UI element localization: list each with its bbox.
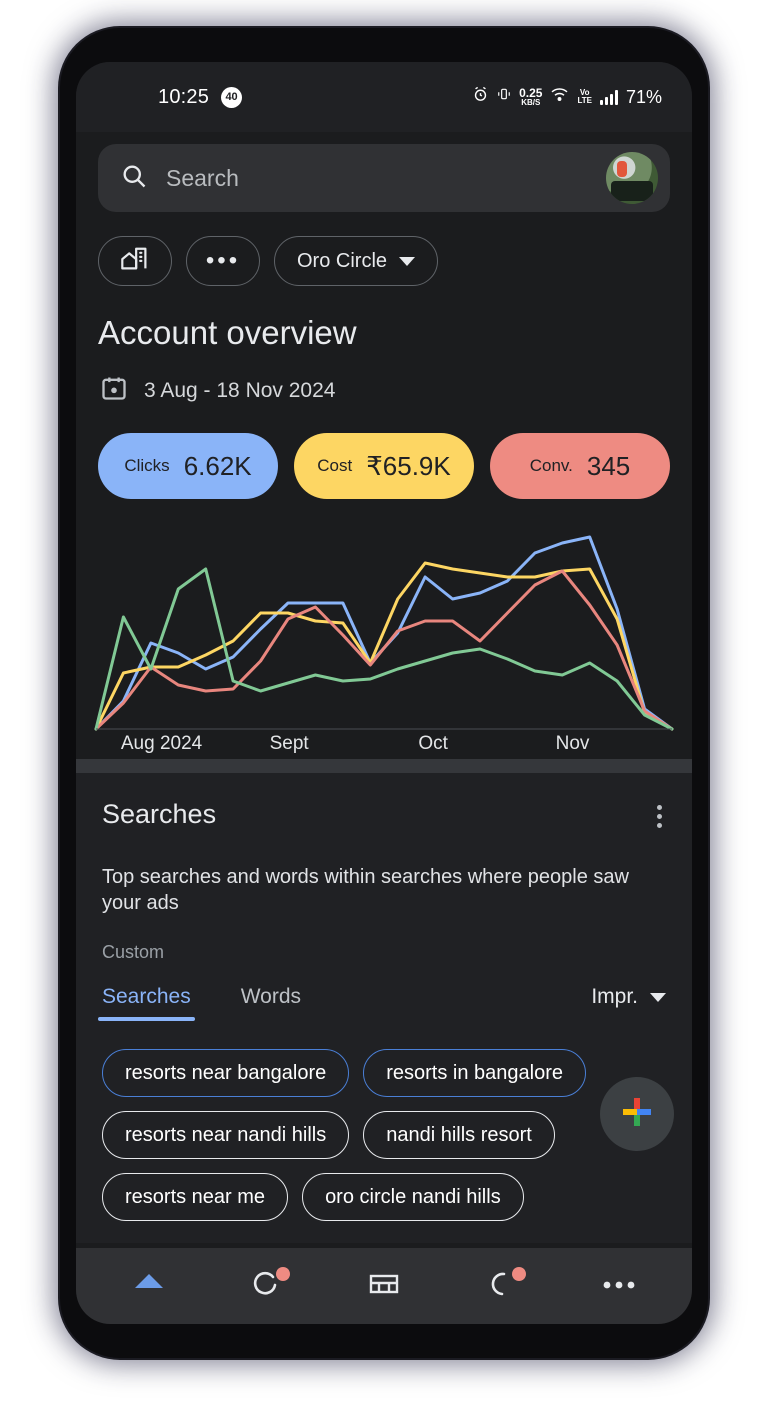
volte-top: Vo — [579, 88, 590, 97]
status-time: 10:25 — [158, 85, 210, 108]
overflow-dots-icon: ••• — [205, 247, 241, 274]
metric-value: 6.62K — [183, 450, 252, 481]
notifications-icon — [488, 1269, 516, 1304]
page-title: Account overview — [98, 314, 357, 351]
status-bar: 10:25 40 0.25 KB/S — [76, 62, 692, 132]
search-term-chip[interactable]: oro circle nandi hills — [302, 1173, 524, 1221]
sort-metric-label: Impr. — [591, 985, 638, 1008]
alarm-clock-icon — [472, 86, 489, 109]
x-axis-tick: Nov — [555, 733, 590, 754]
search-term-chip[interactable]: nandi hills resort — [363, 1111, 555, 1159]
searches-card: Searches Top searches and words within s… — [76, 773, 692, 1262]
search-term-chip[interactable]: resorts near nandi hills — [102, 1111, 350, 1159]
data-rate-indicator: 0.25 KB/S — [519, 87, 542, 107]
metric-pill-cost[interactable]: Cost ₹65.9K — [294, 433, 474, 499]
search-term-chip[interactable]: resorts near me — [102, 1173, 289, 1221]
nav-item-insights[interactable] — [234, 1263, 298, 1309]
searches-card-description: Top searches and words within searches w… — [102, 866, 629, 914]
search-bar[interactable]: Search — [98, 144, 670, 212]
notification-count-badge: 40 — [221, 86, 243, 108]
search-input-placeholder[interactable]: Search — [166, 164, 239, 191]
data-rate-value: 0.25 — [519, 86, 543, 100]
home-business-chip[interactable] — [98, 236, 172, 286]
metric-pill-conversions[interactable]: Conv. 345 — [490, 433, 670, 499]
metric-value: ₹65.9K — [366, 450, 451, 481]
chart-plot-area — [94, 535, 674, 731]
sort-metric-selector[interactable]: Impr. — [591, 985, 666, 1021]
account-chips-row: ••• Oro Circle — [76, 212, 692, 286]
calendar-icon — [100, 374, 128, 407]
more-horizontal-icon — [602, 1277, 636, 1295]
kebab-menu-icon[interactable] — [653, 799, 666, 834]
searches-card-title: Searches — [102, 799, 217, 829]
metric-pill-clicks[interactable]: Clicks 6.62K — [98, 433, 278, 499]
tab-searches[interactable]: Searches — [98, 985, 195, 1021]
notifications-badge-dot — [511, 1267, 526, 1281]
x-axis-tick: Oct — [418, 733, 448, 754]
tab-words[interactable]: Words — [240, 985, 302, 1008]
campaigns-table-icon — [368, 1272, 400, 1301]
status-bar-right: 0.25 KB/S Vo LTE 71% — [472, 86, 662, 109]
nav-item-home[interactable] — [117, 1263, 181, 1309]
nav-item-more[interactable] — [587, 1263, 651, 1309]
vibrate-icon — [497, 86, 511, 108]
status-bar-left: 10:25 40 — [158, 85, 243, 109]
account-selector-chip[interactable]: Oro Circle — [274, 236, 439, 286]
nav-item-notifications[interactable] — [470, 1263, 534, 1309]
chevron-down-icon — [399, 256, 416, 266]
data-rate-unit: KB/S — [521, 98, 541, 107]
bottom-navigation — [76, 1248, 692, 1324]
metric-pills: Clicks 6.62K Cost ₹65.9K Conv. 345 — [76, 407, 692, 499]
searches-card-header: Searches — [102, 799, 666, 834]
overflow-chip[interactable]: ••• — [186, 236, 260, 286]
search-term-chip[interactable]: resorts near bangalore — [102, 1049, 350, 1097]
signal-bars-icon — [599, 89, 618, 105]
phone-screen: 10:25 40 0.25 KB/S — [76, 62, 692, 1324]
google-plus-add-icon — [617, 1092, 657, 1137]
date-range-row[interactable]: 3 Aug - 18 Nov 2024 — [76, 352, 692, 407]
searches-tabs: Searches Words Impr. — [98, 985, 666, 1021]
searches-card-subtitle: Custom — [102, 942, 165, 962]
search-section: Search — [76, 132, 692, 212]
metric-value: 345 — [586, 450, 631, 481]
nav-item-campaigns[interactable] — [352, 1263, 416, 1309]
create-fab[interactable] — [600, 1077, 674, 1151]
home-business-icon — [120, 245, 150, 277]
overview-chart[interactable]: Aug 2024 Sept Oct Nov — [76, 499, 692, 754]
search-term-chip[interactable]: resorts in bangalore — [363, 1049, 587, 1097]
search-terms-list: resorts near bangalore resorts in bangalo… — [102, 1049, 666, 1221]
metric-label: Cost — [317, 456, 353, 475]
x-axis-tick: Sept — [269, 733, 309, 754]
chart-x-axis-labels: Aug 2024 Sept Oct Nov — [98, 733, 670, 767]
insights-icon — [251, 1269, 281, 1304]
section-divider — [76, 759, 692, 773]
insights-badge-dot — [276, 1267, 291, 1281]
avatar[interactable] — [606, 152, 658, 204]
search-icon — [120, 162, 148, 195]
chevron-down-icon — [650, 992, 666, 1002]
battery-percentage: 71% — [625, 86, 662, 107]
volte-bottom: LTE — [577, 96, 592, 105]
volte-icon: Vo LTE — [577, 89, 592, 105]
x-axis-tick: Aug 2024 — [120, 733, 203, 754]
metric-label: Conv. — [529, 456, 573, 475]
date-range-label: 3 Aug - 18 Nov 2024 — [144, 378, 336, 402]
account-name-label: Oro Circle — [297, 249, 388, 272]
wifi-icon — [550, 86, 569, 108]
metric-label: Clicks — [124, 456, 170, 475]
app-content: Search ••• Oro — [76, 132, 692, 1324]
home-icon — [132, 1271, 166, 1302]
